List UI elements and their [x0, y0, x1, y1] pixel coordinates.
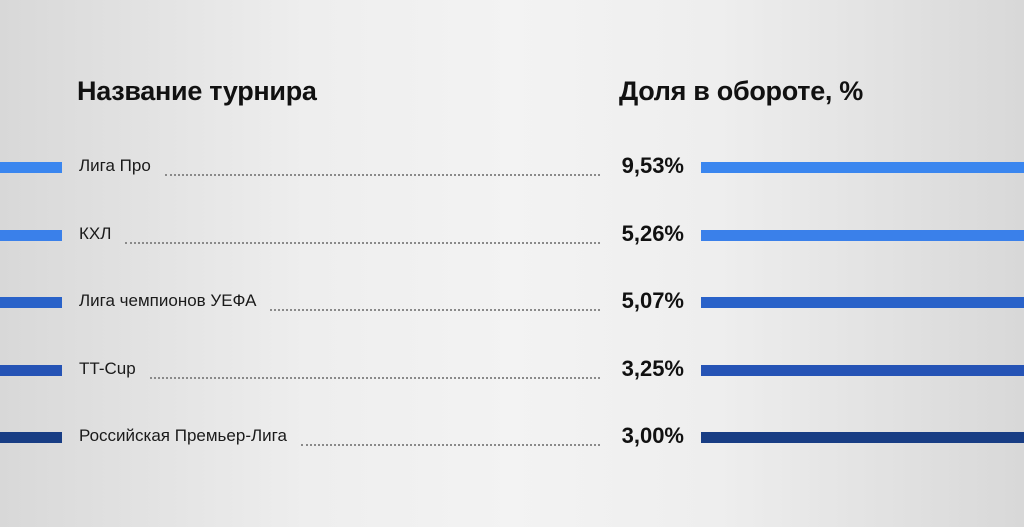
dotted-leader [270, 309, 600, 311]
tournament-name: КХЛ [79, 224, 112, 243]
row-marker-bar [0, 297, 62, 308]
row-marker-bar [0, 230, 62, 241]
table-row: Лига чемпионов УЕФА 5,07% [0, 286, 1024, 320]
table-row: КХЛ 5,26% [0, 219, 1024, 253]
share-bar [701, 432, 1024, 443]
tournament-name: TT-Cup [79, 359, 136, 378]
share-value: 5,07% [621, 288, 684, 313]
column-header-share: Доля в обороте, % [619, 76, 864, 106]
share-bar [701, 162, 1024, 173]
row-marker-bar [0, 365, 62, 376]
table-row: Российская Премьер-Лига 3,00% [0, 421, 1024, 455]
column-header-tournament: Название турнира [77, 76, 317, 106]
tournament-name: Лига чемпионов УЕФА [79, 291, 257, 310]
table-row: TT-Cup 3,25% [0, 354, 1024, 388]
dotted-leader [125, 242, 600, 244]
share-bar [701, 230, 1024, 241]
share-value: 9,53% [621, 153, 684, 178]
row-marker-bar [0, 162, 62, 173]
share-bar [701, 365, 1024, 376]
tournament-name: Российская Премьер-Лига [79, 426, 287, 445]
share-bar [701, 297, 1024, 308]
share-value: 3,25% [621, 356, 684, 381]
tournament-name: Лига Про [79, 156, 151, 175]
share-value: 5,26% [621, 221, 684, 246]
share-value: 3,00% [621, 423, 684, 448]
dotted-leader [150, 377, 600, 379]
dotted-leader [301, 444, 600, 446]
row-marker-bar [0, 432, 62, 443]
table-row: Лига Про 9,53% [0, 151, 1024, 185]
dotted-leader [165, 174, 600, 176]
